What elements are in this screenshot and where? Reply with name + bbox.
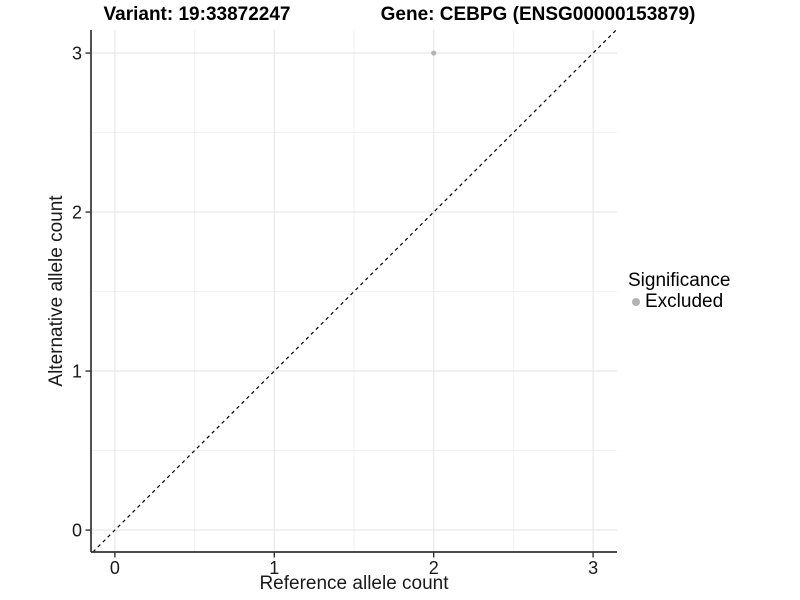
y-tick-label: 3 [72,44,82,64]
excluded-marker-icon [632,298,640,306]
data-point [431,50,437,56]
legend: Significance Excluded [628,270,730,312]
x-tick-label: 2 [429,558,439,578]
x-tick-label: 1 [269,558,279,578]
x-tick-label: 3 [588,558,598,578]
y-tick-label: 2 [72,203,82,223]
legend-item-label: Excluded [645,291,724,312]
legend-title: Significance [628,270,731,291]
identity-line [92,29,617,553]
y-tick-label: 1 [72,362,82,382]
x-axis-title: Reference allele count [259,573,449,594]
plot-title-gene: Gene: CEBPG (ENSG00000153879) [380,4,696,25]
plot-title-variant: Variant: 19:33872247 [103,4,291,25]
legend-item-excluded: Excluded [632,292,730,312]
y-tick-label: 0 [72,521,82,541]
x-tick-label: 0 [110,558,120,578]
y-axis-title: Alternative allele count [46,195,67,387]
